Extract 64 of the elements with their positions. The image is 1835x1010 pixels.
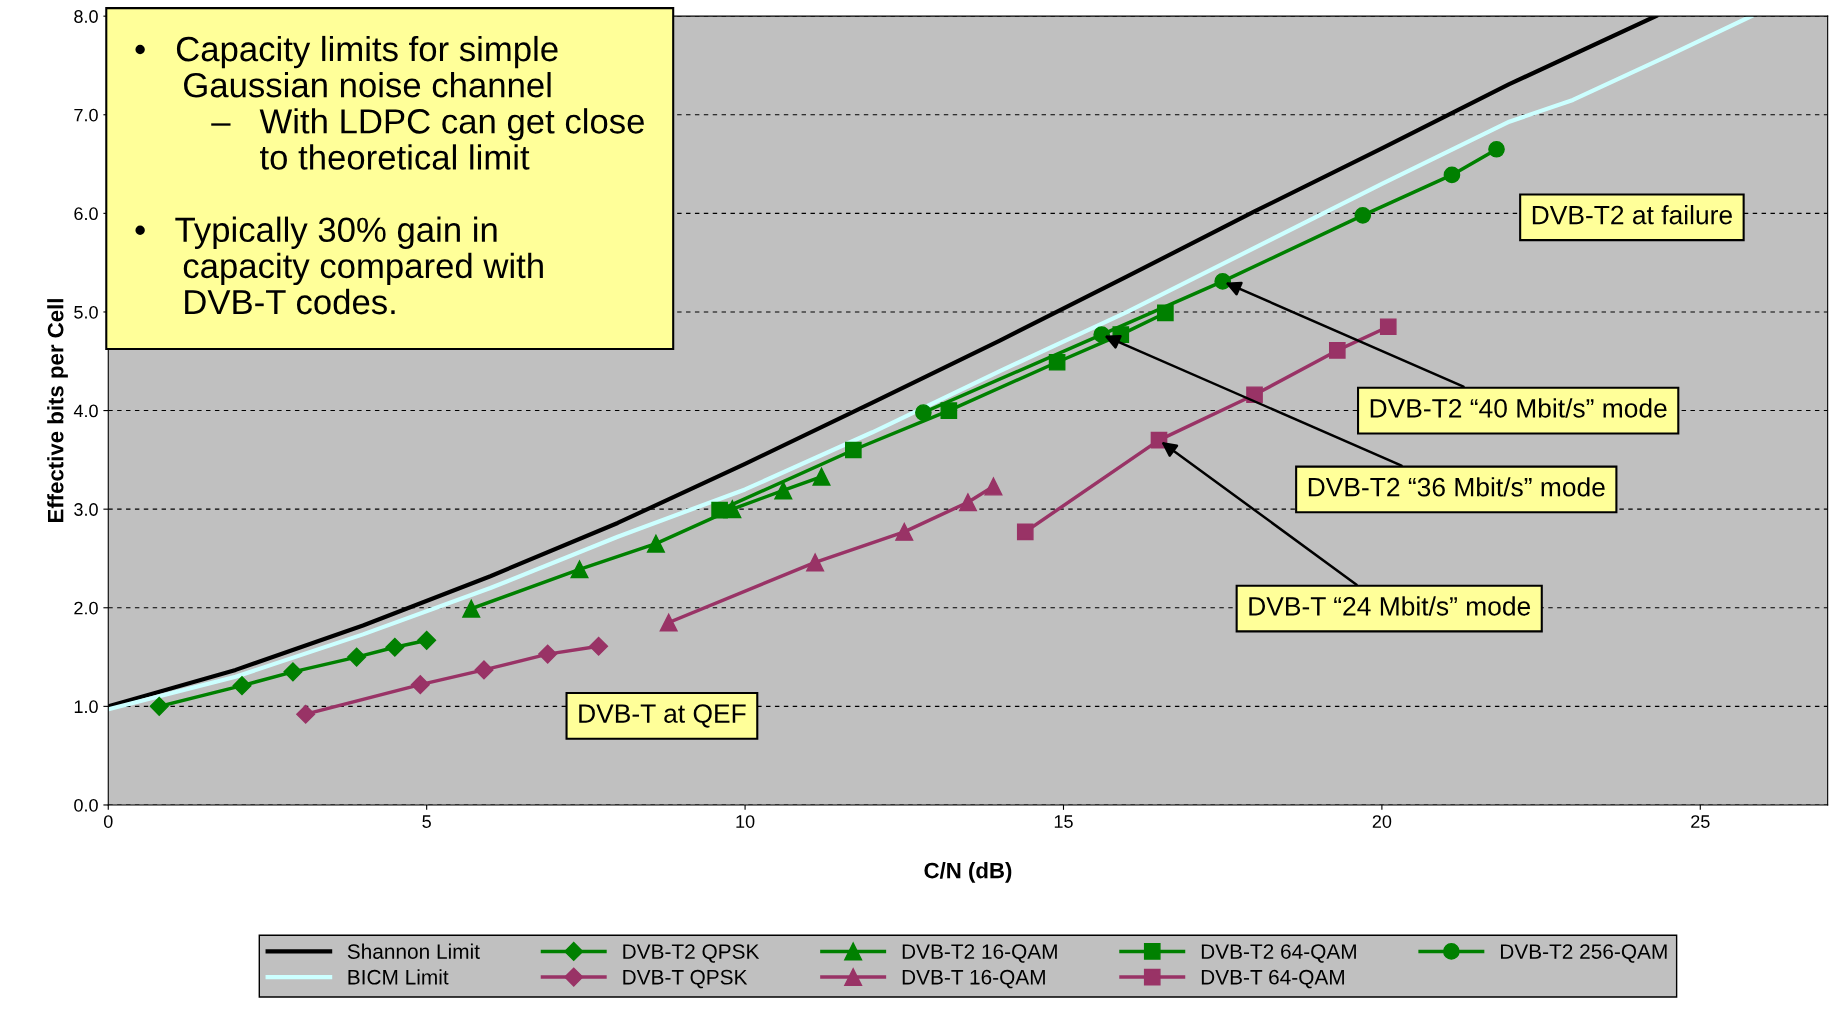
y-tick-label: 2.0 <box>74 601 98 615</box>
legend-label: DVB-T2 64-QAM <box>1201 944 1356 963</box>
point <box>915 404 932 421</box>
point <box>347 647 367 667</box>
point <box>806 553 825 572</box>
x-tick-label: 0 <box>103 815 113 828</box>
point <box>895 522 914 541</box>
y-tick-label: 5.0 <box>74 305 98 319</box>
point <box>1379 318 1397 336</box>
point <box>1488 140 1505 158</box>
legend-label: DVB-T QPSK <box>623 969 748 989</box>
point <box>149 696 169 716</box>
point <box>1016 523 1034 541</box>
annotation: DVB-T2 “36 Mbit/s” mode <box>1308 477 1605 497</box>
point <box>812 467 831 486</box>
annotation: DVB-T “24 Mbit/s” mode <box>1249 596 1531 616</box>
y-tick-label: 1.0 <box>74 700 98 714</box>
point <box>1093 326 1111 343</box>
point <box>589 636 609 656</box>
y-tick-label: 3.0 <box>74 503 98 516</box>
legend-label: DVB-T2 16-QAM <box>902 944 1057 963</box>
legend-label: DVB-T 64-QAM <box>1201 969 1344 989</box>
legend-label: Shannon Limit <box>347 943 480 959</box>
point <box>232 676 252 696</box>
legend-label: DVB-T2 256-QAM <box>1500 944 1667 963</box>
annotation: DVB-T2 at failure <box>1532 205 1732 225</box>
point <box>958 493 977 512</box>
x-tick-label: 15 <box>1054 815 1073 828</box>
point <box>538 644 558 664</box>
point <box>659 613 678 632</box>
point <box>845 441 862 459</box>
point <box>410 675 430 695</box>
point <box>296 704 316 724</box>
x-tick-label: 5 <box>422 815 431 828</box>
annotation: DVB-T at QEF <box>579 704 746 728</box>
point <box>711 501 728 519</box>
point <box>646 534 665 553</box>
legend-label: DVB-T 16-QAM <box>902 969 1045 989</box>
point <box>1354 207 1372 224</box>
y-tick-label: 6.0 <box>74 207 98 221</box>
point <box>283 662 303 682</box>
point <box>1443 166 1461 184</box>
y-tick-label: 8.0 <box>74 10 98 23</box>
y-tick-label: 7.0 <box>74 108 98 122</box>
y-tick-label: 0.0 <box>74 798 98 812</box>
x-tick-label: 20 <box>1372 815 1392 828</box>
text: • Capacity limits for simple Gaussian noise channel – With LDPC can get close to theoretical limit • Typically 30% gain in capacity compared with DVB-T codes. <box>135 35 644 315</box>
legend-label: DVB-T2 QPSK <box>623 944 760 963</box>
point <box>417 630 437 650</box>
annotation: DVB-T2 “40 Mbit/s” mode <box>1370 398 1667 418</box>
point <box>385 637 405 657</box>
point <box>774 481 793 500</box>
point <box>1214 273 1232 290</box>
point <box>474 660 494 680</box>
y-axis-title: Effective bits per Cell <box>47 299 68 523</box>
point <box>1328 342 1346 359</box>
point <box>462 599 481 618</box>
point <box>984 477 1003 496</box>
x-axis-title: C/N (dB) <box>924 862 1012 883</box>
x-tick-label: 10 <box>736 815 755 828</box>
legend-label: BICM Limit <box>348 969 449 985</box>
point <box>570 560 589 579</box>
x-tick-label: 25 <box>1691 815 1710 828</box>
y-tick-label: 4.0 <box>73 404 98 418</box>
